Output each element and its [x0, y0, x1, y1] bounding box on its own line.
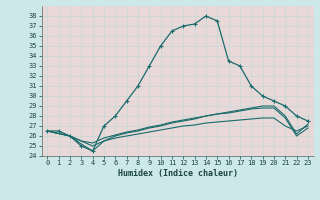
X-axis label: Humidex (Indice chaleur): Humidex (Indice chaleur): [118, 169, 237, 178]
